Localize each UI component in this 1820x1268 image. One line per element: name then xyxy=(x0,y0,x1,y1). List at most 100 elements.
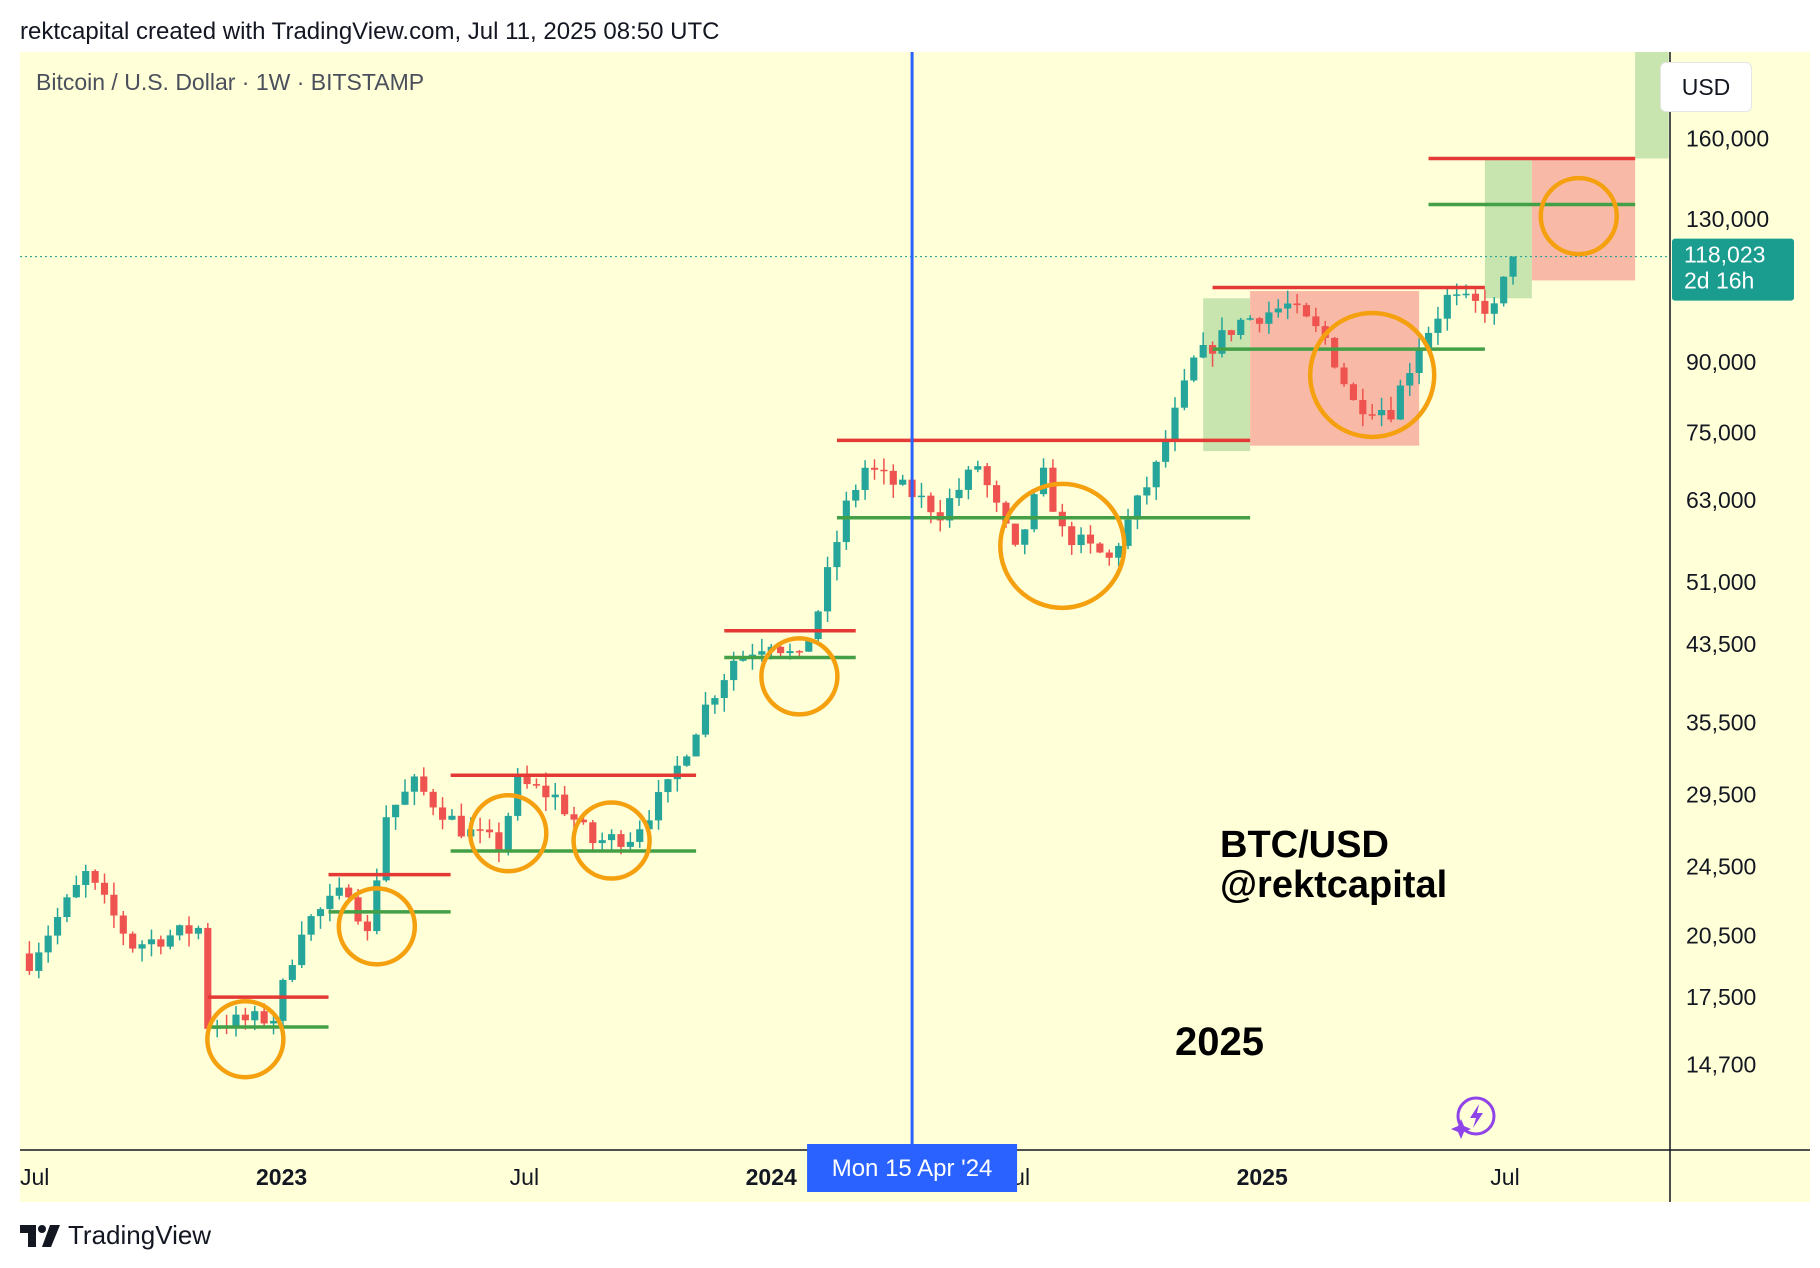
candle-down xyxy=(1387,409,1395,420)
candle-down xyxy=(880,469,888,472)
candle-up xyxy=(805,639,813,652)
candle-up xyxy=(176,925,184,936)
highlight-circle xyxy=(759,636,840,717)
candle-up xyxy=(1199,345,1207,358)
currency-button[interactable]: USD xyxy=(1660,62,1752,112)
price-axis: 160,000 130,000 90,000 75,000 63,000 51,000 43… xyxy=(1686,126,1769,1078)
time-tick-label: Jul xyxy=(20,1164,49,1190)
candle-up xyxy=(946,498,954,521)
candle-down xyxy=(345,887,353,898)
candle-down xyxy=(1312,316,1320,327)
price-tick-label: 75,000 xyxy=(1686,420,1756,446)
candle-down xyxy=(561,794,569,815)
candle-down xyxy=(777,646,785,654)
svg-text:118,023: 118,023 xyxy=(1684,242,1765,268)
price-tick-label: 29,500 xyxy=(1686,782,1756,808)
candle-up xyxy=(598,840,606,844)
candle-down xyxy=(570,814,578,820)
candle-down xyxy=(523,775,531,785)
time-tick-label: 2025 xyxy=(1237,1164,1288,1190)
candle-up xyxy=(711,698,719,705)
annotation-year: 2025 xyxy=(1175,1020,1264,1064)
candle-up xyxy=(720,680,728,699)
candle-up xyxy=(1378,409,1386,416)
price-tick-label: 130,000 xyxy=(1686,206,1769,232)
candle-up xyxy=(917,495,926,498)
candle-down xyxy=(993,485,1001,503)
candle-down xyxy=(119,915,127,934)
candle-up xyxy=(1152,461,1160,488)
candle-down xyxy=(485,829,494,833)
replay-icon[interactable] xyxy=(1451,1096,1496,1139)
candle-up xyxy=(814,611,822,640)
candle-up xyxy=(1453,294,1461,296)
candle-up xyxy=(1171,407,1179,442)
candle-up xyxy=(1218,330,1226,354)
candles-layer xyxy=(25,256,1517,1038)
candle-up xyxy=(852,489,860,501)
annotation-author: @rektcapital xyxy=(1220,864,1447,906)
candle-down xyxy=(429,791,437,808)
candle-up xyxy=(608,834,616,841)
candle-down xyxy=(476,829,484,831)
candle-up xyxy=(974,466,982,470)
candle-up xyxy=(899,479,907,485)
candle-down xyxy=(795,651,803,653)
candle-down xyxy=(25,953,33,971)
price-chart[interactable]: 160,000 130,000 90,000 75,000 63,000 51,000 43… xyxy=(20,52,1810,1202)
candle-down xyxy=(1368,414,1376,416)
candle-up xyxy=(194,927,202,934)
candle-up xyxy=(63,897,71,918)
candle-up xyxy=(251,1011,259,1021)
highlight-circle xyxy=(336,886,418,967)
candle-up xyxy=(626,841,634,847)
candle-down xyxy=(1293,303,1301,306)
candle-down xyxy=(532,784,541,786)
candle-down xyxy=(1349,384,1357,400)
time-tick-label: 2023 xyxy=(256,1164,307,1190)
candle-up xyxy=(1509,256,1517,277)
highlight-circle xyxy=(1307,310,1437,440)
candle-up xyxy=(1030,494,1038,530)
svg-text:Mon 15 Apr '24: Mon 15 Apr '24 xyxy=(832,1155,993,1182)
candle-up xyxy=(748,654,757,657)
header-credit: rektcapital created with TradingView.com… xyxy=(20,18,720,45)
candle-up xyxy=(1434,318,1442,333)
candle-down xyxy=(438,807,447,820)
candle-up xyxy=(654,792,663,821)
candle-up xyxy=(1396,385,1404,420)
time-tick-label: Jul xyxy=(510,1164,539,1190)
candle-down xyxy=(1227,330,1235,335)
price-tick-label: 90,000 xyxy=(1686,349,1756,375)
tradingview-logo-icon xyxy=(20,1224,60,1247)
candle-down xyxy=(1096,543,1104,553)
candle-up xyxy=(955,489,963,499)
candle-up xyxy=(1284,303,1292,309)
candle-up xyxy=(269,1020,278,1024)
candle-up xyxy=(138,944,146,949)
candle-up xyxy=(1500,276,1508,304)
candle-down xyxy=(1086,534,1095,544)
candle-down xyxy=(1302,305,1311,317)
candle-up xyxy=(664,779,672,793)
price-tick-label: 51,000 xyxy=(1686,569,1756,595)
time-tick-label: Jul xyxy=(1490,1164,1519,1190)
candle-up xyxy=(1180,380,1188,408)
candle-up xyxy=(335,887,343,896)
plot-background xyxy=(20,52,1670,1150)
candle-down xyxy=(204,927,212,1029)
candle-down xyxy=(1340,367,1348,385)
candle-up xyxy=(279,979,287,1021)
tradingview-logo[interactable]: TradingView xyxy=(20,1220,211,1251)
candle-down xyxy=(1255,318,1264,324)
candle-up xyxy=(1124,519,1132,546)
candle-up xyxy=(448,815,456,820)
candle-up xyxy=(1274,308,1282,313)
tradingview-logo-text: TradingView xyxy=(68,1220,212,1250)
candle-up xyxy=(326,895,334,910)
candle-up xyxy=(786,651,794,654)
candle-down xyxy=(542,785,550,798)
candle-down xyxy=(91,871,99,883)
candle-down xyxy=(129,933,137,949)
candle-up xyxy=(823,567,832,612)
